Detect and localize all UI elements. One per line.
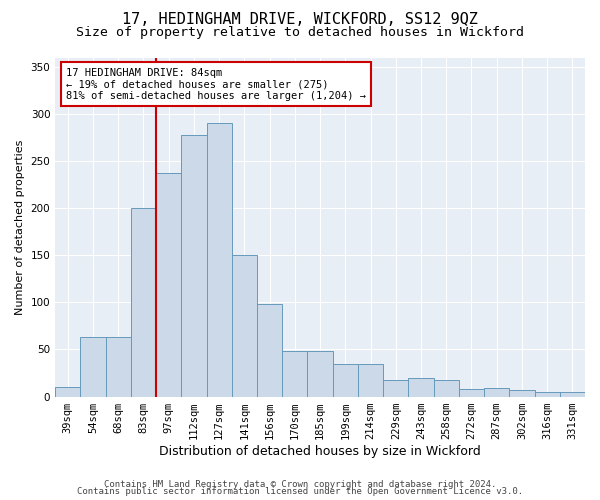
- Bar: [509, 390, 535, 396]
- Bar: [409, 378, 434, 396]
- Bar: [332, 364, 358, 396]
- Text: Contains public sector information licensed under the Open Government Licence v3: Contains public sector information licen…: [77, 488, 523, 496]
- Bar: [307, 352, 332, 397]
- Bar: [181, 134, 206, 396]
- Y-axis label: Number of detached properties: Number of detached properties: [15, 140, 25, 314]
- Text: Contains HM Land Registry data © Crown copyright and database right 2024.: Contains HM Land Registry data © Crown c…: [104, 480, 496, 489]
- X-axis label: Distribution of detached houses by size in Wickford: Distribution of detached houses by size …: [159, 444, 481, 458]
- Text: 17, HEDINGHAM DRIVE, WICKFORD, SS12 9QZ: 17, HEDINGHAM DRIVE, WICKFORD, SS12 9QZ: [122, 12, 478, 28]
- Bar: [156, 174, 181, 396]
- Bar: [131, 208, 156, 396]
- Bar: [80, 337, 106, 396]
- Bar: [282, 352, 307, 397]
- Bar: [358, 364, 383, 396]
- Bar: [232, 256, 257, 396]
- Bar: [535, 392, 560, 396]
- Bar: [206, 124, 232, 396]
- Bar: [257, 304, 282, 396]
- Text: Size of property relative to detached houses in Wickford: Size of property relative to detached ho…: [76, 26, 524, 39]
- Bar: [459, 389, 484, 396]
- Text: 17 HEDINGHAM DRIVE: 84sqm
← 19% of detached houses are smaller (275)
81% of semi: 17 HEDINGHAM DRIVE: 84sqm ← 19% of detac…: [66, 68, 366, 101]
- Bar: [484, 388, 509, 396]
- Bar: [434, 380, 459, 396]
- Bar: [55, 387, 80, 396]
- Bar: [560, 392, 585, 396]
- Bar: [106, 337, 131, 396]
- Bar: [383, 380, 409, 396]
